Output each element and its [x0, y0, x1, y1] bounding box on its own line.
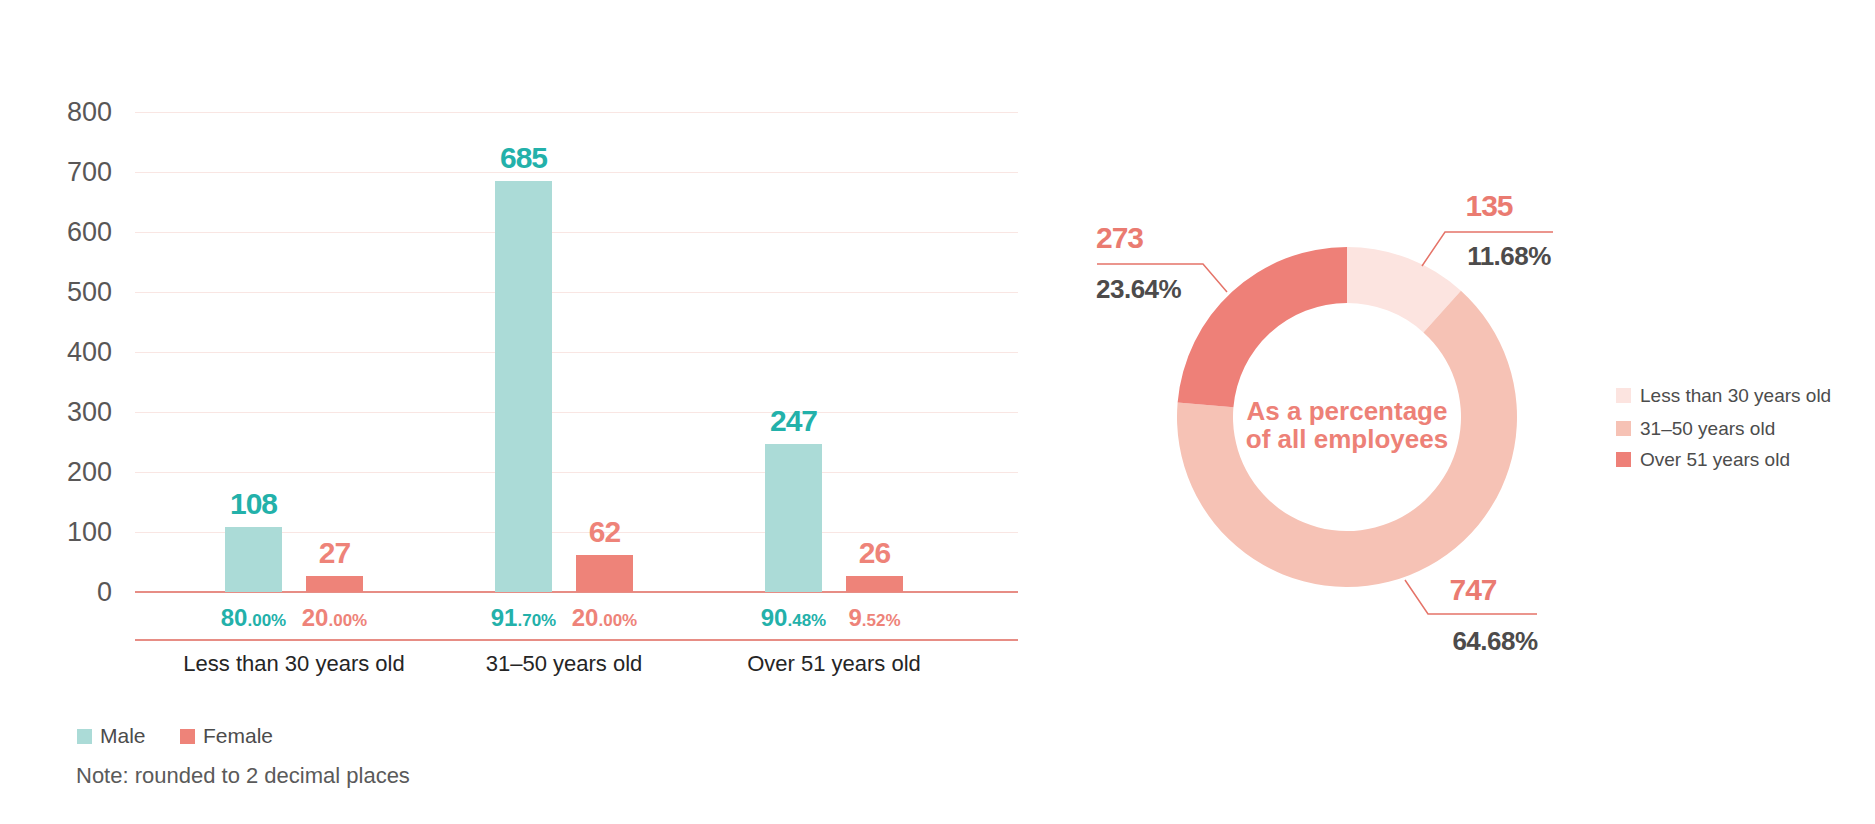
employee-demographics-dashboard: 800 700 600 500 400 300 200 100 0 108 80 .00% 685 91.… — [0, 0, 1875, 824]
percent-fraction: .00% — [598, 611, 637, 630]
y-axis-tick-label: 0 — [40, 576, 112, 608]
donut-center-label-line2: of all employees — [1187, 425, 1507, 453]
donut-callout-value: 135 — [1434, 189, 1544, 223]
bar-female-0 — [306, 576, 363, 592]
bar-female-1 — [576, 555, 633, 592]
gridline-600 — [135, 232, 1018, 233]
bar-percent-label: 20.00% — [265, 601, 405, 635]
y-axis-tick-label: 300 — [40, 396, 112, 428]
donut-legend-item-0: Less than 30 years old — [1616, 387, 1831, 404]
gridline-500 — [135, 292, 1018, 293]
x-axis-category-label: Less than 30 years old — [154, 649, 434, 679]
y-axis-tick-label: 700 — [40, 156, 112, 188]
percent-main: 20 — [572, 604, 599, 631]
donut-callout-value: 747 — [1418, 573, 1528, 607]
donut-center-label-line1: As a percentage — [1187, 397, 1507, 425]
bar-value-label: 62 — [545, 515, 665, 549]
percent-row-rule — [135, 639, 1018, 641]
percent-fraction: .52% — [862, 611, 901, 630]
bar-value-label: 27 — [275, 536, 395, 570]
female-swatch-icon — [180, 729, 195, 744]
gridline-400 — [135, 352, 1018, 353]
y-axis-tick-label: 800 — [40, 96, 112, 128]
bar-male-2 — [765, 444, 822, 592]
donut-slice-over-51-years-old — [1178, 247, 1347, 407]
donut-legend-label: Over 51 years old — [1640, 451, 1790, 468]
donut-legend-label: 31–50 years old — [1640, 420, 1775, 437]
donut-callout-percent: 23.64% — [1096, 274, 1256, 304]
percent-fraction: .00% — [328, 611, 367, 630]
y-axis-tick-label: 600 — [40, 216, 112, 248]
donut-callout-percent: 11.68% — [1454, 241, 1564, 271]
gender-by-age-bar-chart: 800 700 600 500 400 300 200 100 0 108 80 .00% 685 91.… — [0, 0, 1060, 824]
bar-percent-label: 20.00% — [535, 601, 675, 635]
legend-item-male: Male — [77, 724, 146, 748]
x-axis-category-label: 31–50 years old — [424, 649, 704, 679]
donut-legend-label: Less than 30 years old — [1640, 387, 1831, 404]
male-swatch-icon — [77, 729, 92, 744]
bar-male-1 — [495, 181, 552, 592]
x-axis-category-label: Over 51 years old — [694, 649, 974, 679]
y-axis-tick-label: 500 — [40, 276, 112, 308]
donut-legend-swatch-icon — [1616, 421, 1631, 436]
legend-label: Female — [203, 724, 273, 748]
bar-value-label: 26 — [815, 536, 935, 570]
percent-main: 20 — [302, 604, 329, 631]
percent-main: 90 — [761, 604, 788, 631]
legend-label: Male — [100, 724, 146, 748]
gridline-800 — [135, 112, 1018, 113]
bar-value-label: 685 — [464, 141, 584, 175]
y-axis-tick-label: 200 — [40, 456, 112, 488]
bar-value-label: 247 — [734, 404, 854, 438]
y-axis-tick-label: 100 — [40, 516, 112, 548]
donut-callout-value: 273 — [1096, 221, 1236, 255]
bar-chart-note: Note: rounded to 2 decimal places — [76, 763, 410, 789]
donut-legend-swatch-icon — [1616, 452, 1631, 467]
donut-center-label: As a percentage of all employees — [1187, 397, 1507, 453]
donut-legend-swatch-icon — [1616, 388, 1631, 403]
donut-legend-item-1: 31–50 years old — [1616, 420, 1775, 437]
bar-percent-label: 9.52% — [805, 601, 945, 635]
percent-main: 91 — [491, 604, 518, 631]
donut-callout-percent: 64.68% — [1435, 626, 1555, 656]
percent-main: 9 — [848, 604, 861, 631]
bar-value-label: 108 — [194, 487, 314, 521]
donut-legend-item-2: Over 51 years old — [1616, 451, 1790, 468]
y-axis-tick-label: 400 — [40, 336, 112, 368]
bar-female-2 — [846, 576, 903, 592]
legend-item-female: Female — [180, 724, 273, 748]
gridline-200 — [135, 472, 1018, 473]
gridline-300 — [135, 412, 1018, 413]
bar-male-0 — [225, 527, 282, 592]
percent-main: 80 — [221, 604, 248, 631]
